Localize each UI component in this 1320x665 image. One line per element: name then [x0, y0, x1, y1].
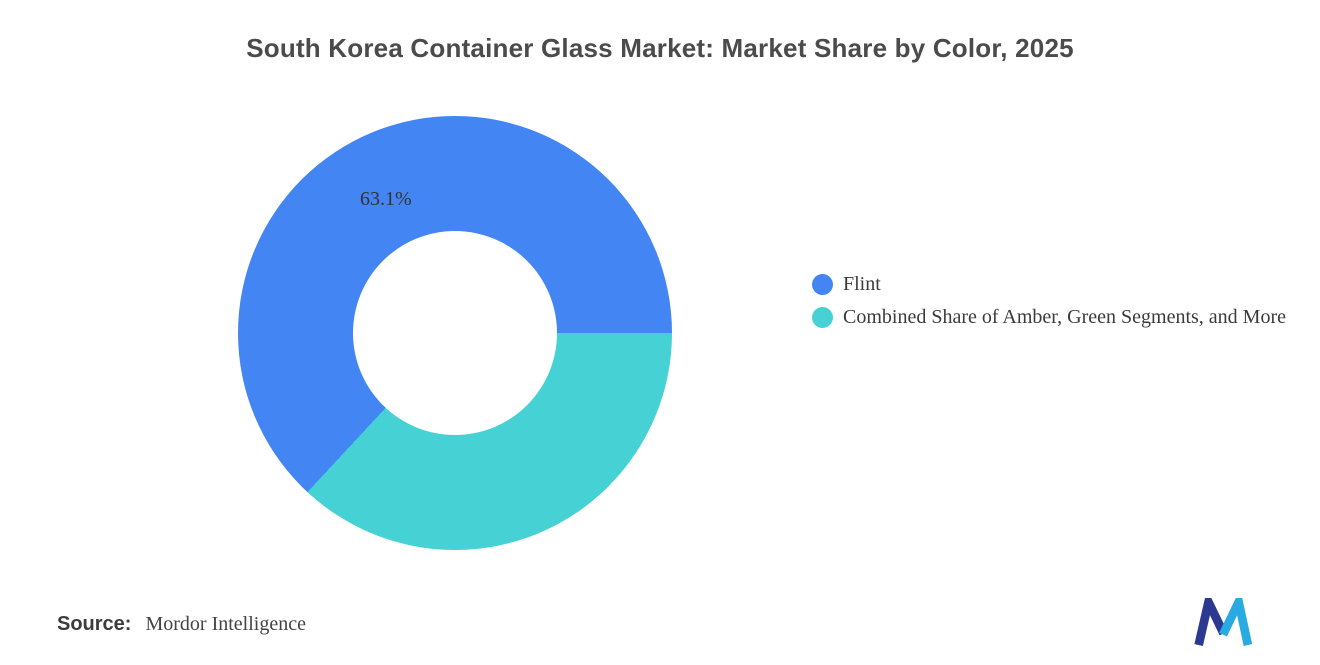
source-value: Mordor Intelligence: [145, 613, 306, 635]
legend-marker-combined-icon: [812, 307, 833, 328]
slice-label-flint: 63.1%: [360, 188, 412, 210]
chart-title: South Korea Container Glass Market: Mark…: [246, 33, 1074, 63]
source-label: Source:: [57, 613, 132, 635]
legend-label-combined: Combined Share of Amber, Green Segments,…: [843, 306, 1286, 328]
donut-hole: [353, 231, 557, 435]
chart-legend: Flint Combined Share of Amber, Green Seg…: [812, 270, 1307, 336]
legend-label-flint: Flint: [843, 273, 881, 295]
mordor-intelligence-logo: [1194, 598, 1252, 647]
source-line: Source: Mordor Intelligence: [57, 613, 306, 636]
legend-item-flint: Flint: [812, 270, 1307, 298]
legend-marker-flint-icon: [812, 274, 833, 295]
donut-chart: 63.1%: [238, 116, 672, 550]
legend-item-combined: Combined Share of Amber, Green Segments,…: [812, 303, 1307, 331]
